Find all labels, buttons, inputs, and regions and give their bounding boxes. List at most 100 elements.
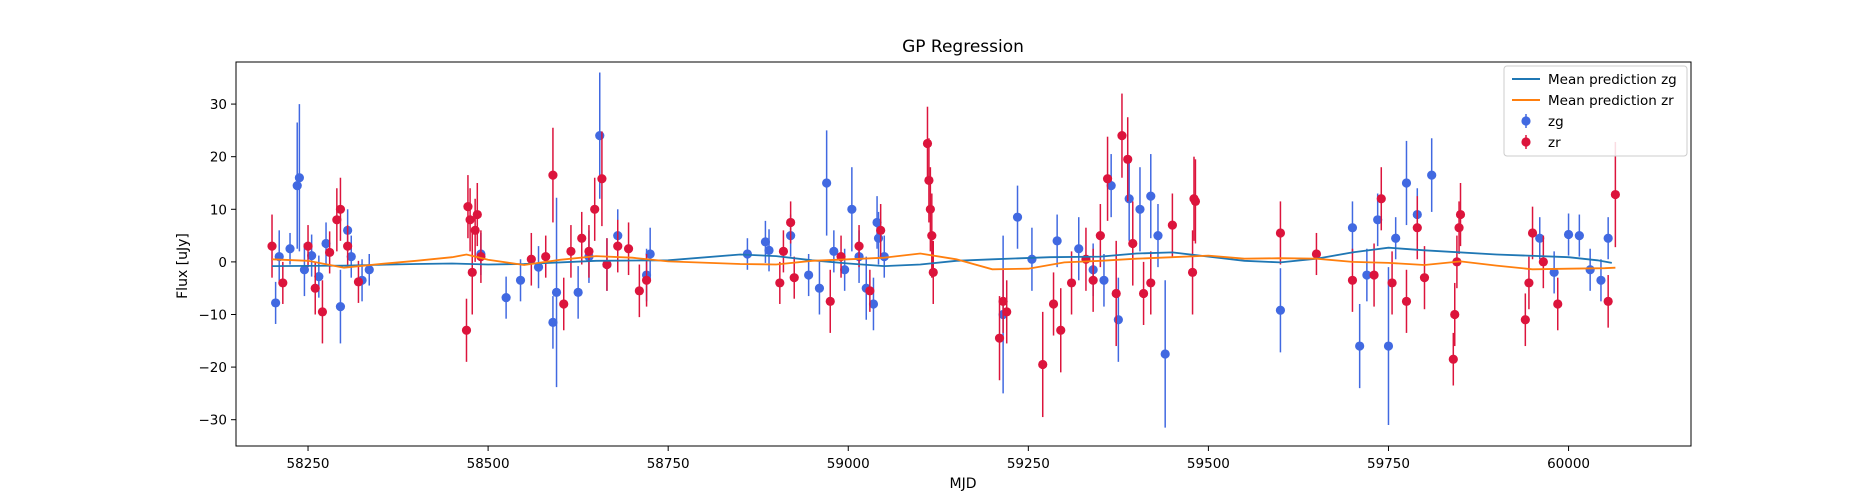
x-tick-label: 58750 xyxy=(647,456,690,472)
y-tick-label: 10 xyxy=(210,202,227,218)
data-point-zg xyxy=(294,173,304,183)
y-tick-label: 30 xyxy=(210,97,227,113)
data-point-zr xyxy=(548,170,558,180)
data-point-zr xyxy=(925,204,935,214)
data-point-zr xyxy=(641,275,652,285)
data-point-zg xyxy=(1362,270,1372,280)
legend-label: Mean prediction zg xyxy=(1548,72,1677,88)
data-point-zg xyxy=(829,246,839,256)
data-point-zg xyxy=(1549,267,1559,278)
data-point-zr xyxy=(1056,325,1066,335)
data-point-zg xyxy=(307,250,317,261)
x-tick-label: 60000 xyxy=(1547,456,1590,472)
data-point-zr xyxy=(922,138,933,149)
x-tick-label: 59500 xyxy=(1187,456,1230,472)
data-point-zr xyxy=(865,286,875,296)
data-point-zr xyxy=(998,296,1008,306)
data-point-zr xyxy=(1275,228,1286,238)
x-tick-label: 58250 xyxy=(287,456,330,472)
data-point-zg xyxy=(1052,236,1062,246)
data-point-zr xyxy=(1146,278,1156,288)
data-point-zg xyxy=(299,265,310,275)
data-point-zg xyxy=(1391,233,1401,243)
data-point-zr xyxy=(613,241,623,251)
data-point-zr xyxy=(1520,315,1530,325)
data-point-zr xyxy=(332,215,342,225)
data-point-zg xyxy=(595,131,605,141)
data-point-zg xyxy=(847,204,857,214)
data-point-zr xyxy=(1419,273,1430,283)
data-point-zr xyxy=(463,202,473,212)
series-line-mean-prediction-zg xyxy=(271,246,1612,268)
data-point-zg xyxy=(1099,275,1109,285)
data-point-zg xyxy=(285,244,295,254)
data-point-zr xyxy=(1038,359,1048,370)
data-point-zg xyxy=(1012,212,1023,222)
data-point-zr xyxy=(1376,194,1386,204)
data-point-zr xyxy=(1450,309,1460,320)
data-point-zr xyxy=(472,209,482,220)
data-point-zr xyxy=(623,244,634,254)
data-point-zg xyxy=(1027,254,1037,264)
data-point-zg xyxy=(764,245,774,255)
y-axis-label: Flux [uJy] xyxy=(175,233,191,299)
x-tick-label: 59750 xyxy=(1367,456,1410,472)
series-zg xyxy=(271,72,1613,428)
data-point-zr xyxy=(267,241,277,251)
data-point-zr xyxy=(1524,278,1534,288)
data-point-zr xyxy=(1311,249,1322,259)
data-point-zr xyxy=(303,241,313,251)
data-point-zr xyxy=(577,233,587,243)
data-point-zg xyxy=(1135,204,1145,214)
data-point-zr xyxy=(1448,354,1458,364)
data-point-zr xyxy=(1603,296,1613,306)
data-point-zr xyxy=(1455,209,1466,220)
data-point-zg xyxy=(1603,233,1613,243)
legend-label: zg xyxy=(1548,114,1564,130)
data-point-zr xyxy=(602,259,612,270)
data-point-zr xyxy=(559,299,569,309)
data-point-zr xyxy=(353,277,364,287)
data-point-zg xyxy=(814,283,825,293)
data-point-zg xyxy=(573,287,583,297)
data-point-zg xyxy=(868,299,879,309)
data-point-zg xyxy=(1535,233,1545,243)
data-point-zr xyxy=(1187,267,1198,278)
x-tick-label: 58500 xyxy=(467,456,510,472)
data-point-zr xyxy=(1002,307,1012,317)
data-point-zg xyxy=(271,298,281,308)
data-point-zr xyxy=(566,246,576,256)
data-point-zr xyxy=(461,325,472,335)
series-zr xyxy=(267,93,1620,418)
data-point-zg xyxy=(1596,275,1606,285)
data-point-zr xyxy=(1412,223,1422,233)
data-point-zr xyxy=(470,225,480,235)
plot-contents xyxy=(267,72,1620,428)
legend-swatch-marker xyxy=(1521,116,1531,126)
chart-title: GP Regression xyxy=(902,37,1024,57)
data-point-zg xyxy=(1427,170,1437,180)
y-tick-label: −20 xyxy=(199,360,228,376)
data-point-zr xyxy=(789,273,799,283)
data-point-zg xyxy=(804,270,814,280)
data-point-zr xyxy=(1347,275,1358,285)
data-point-zr xyxy=(1167,220,1177,230)
data-point-zg xyxy=(1585,265,1595,275)
data-point-zr xyxy=(335,204,346,214)
legend-label: zr xyxy=(1548,135,1561,151)
data-point-zg xyxy=(645,249,655,259)
data-point-zr xyxy=(467,267,477,278)
data-point-zr xyxy=(1538,257,1548,267)
series-line-mean-prediction-zr xyxy=(271,252,1616,271)
data-point-zr xyxy=(1610,189,1620,200)
data-point-zr xyxy=(854,241,864,251)
data-point-zr xyxy=(634,286,644,296)
data-point-zg xyxy=(533,262,544,272)
data-point-zr xyxy=(465,215,475,225)
data-point-zg xyxy=(840,265,850,275)
data-point-zr xyxy=(541,252,551,262)
data-point-zr xyxy=(317,307,328,317)
data-point-zr xyxy=(526,254,536,264)
